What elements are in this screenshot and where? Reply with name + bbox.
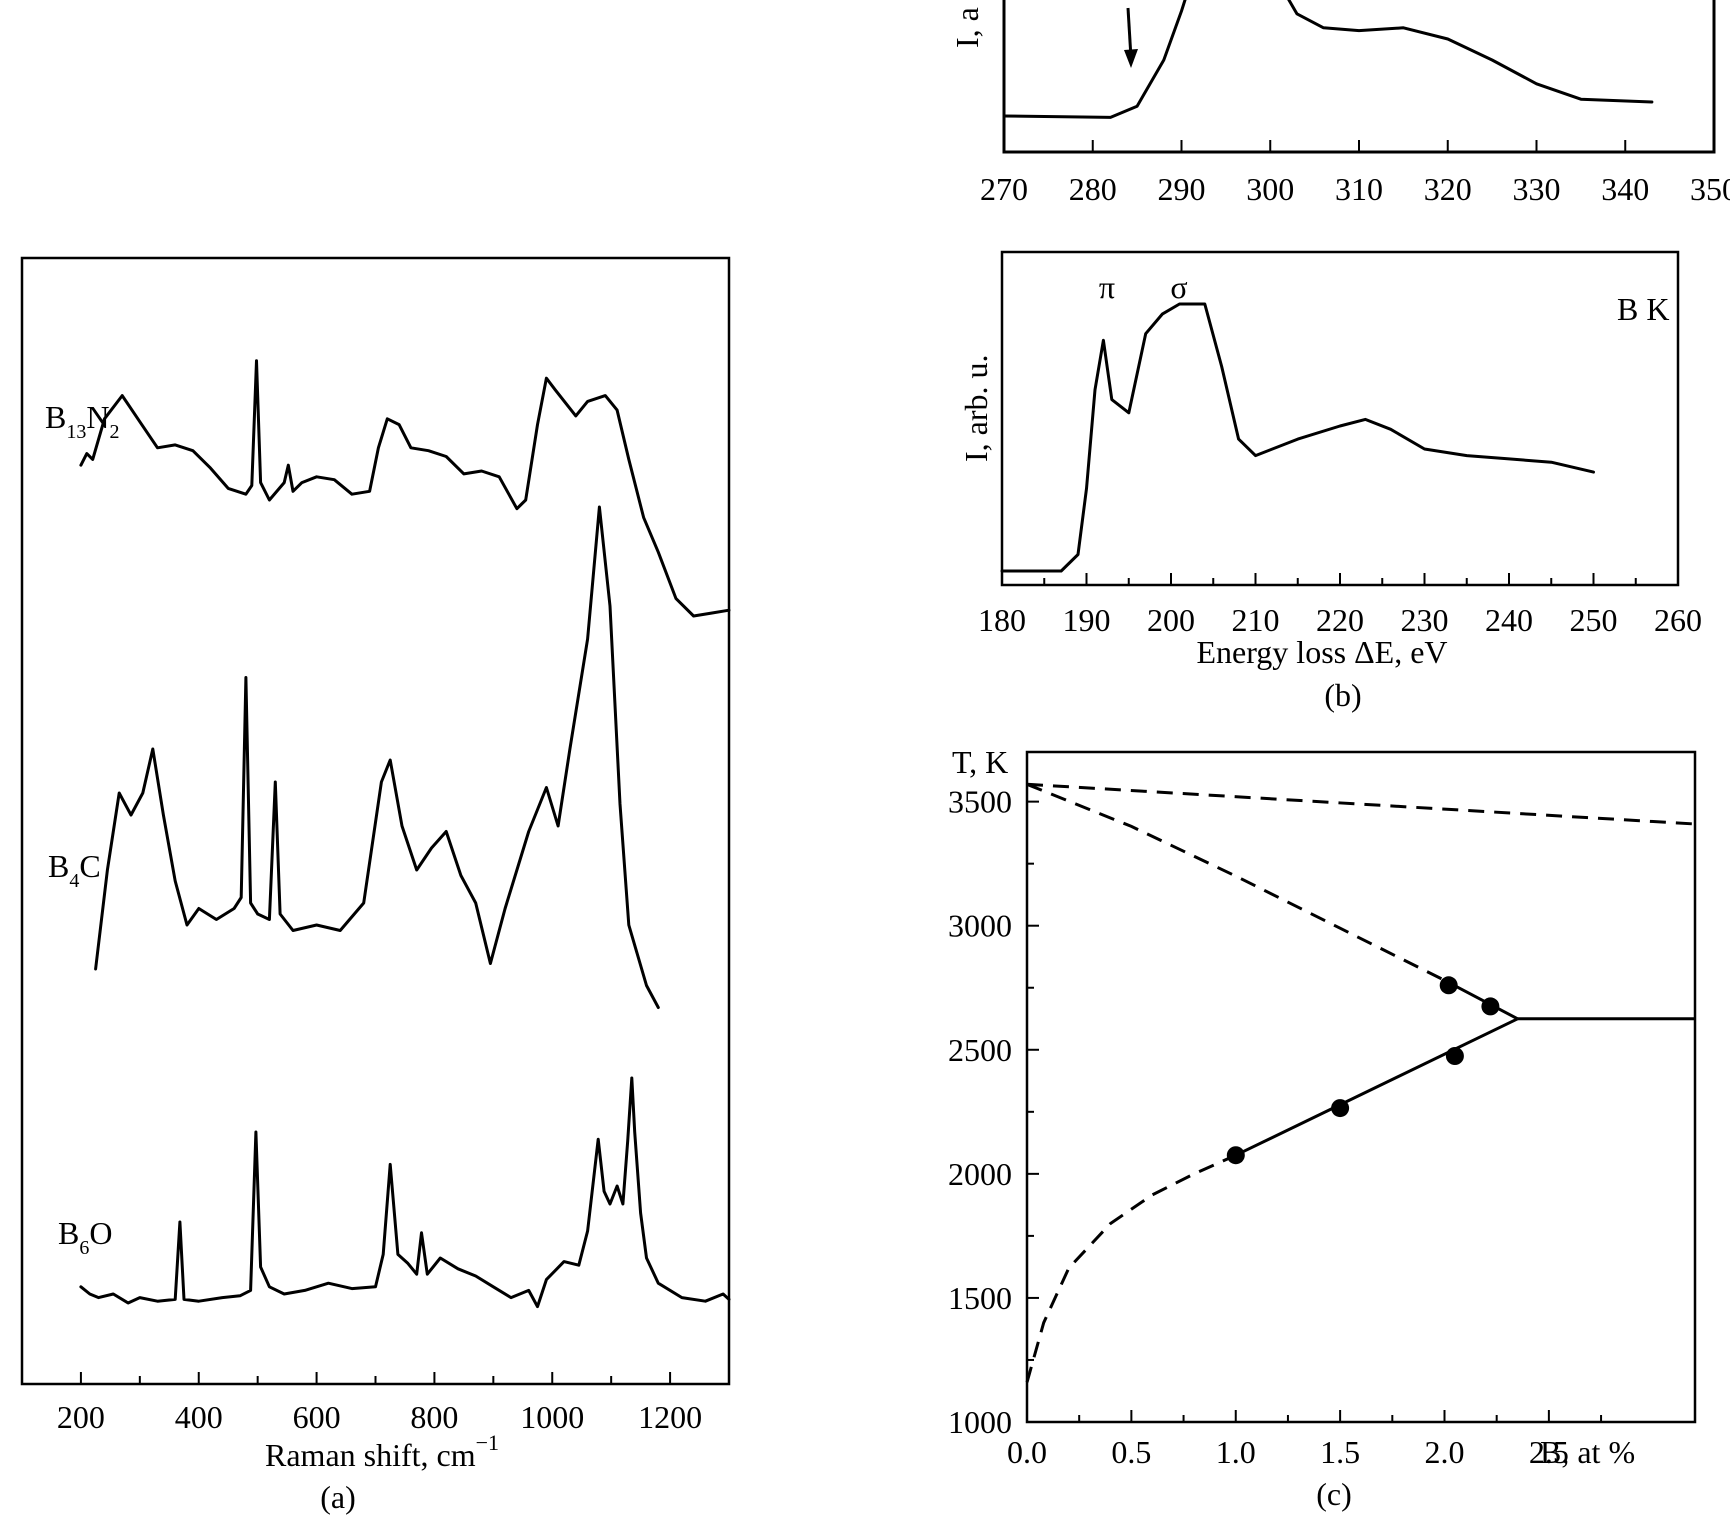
panel-c-y-axis-label: T, K — [952, 744, 1008, 780]
phase-boundary-solid — [1235, 1017, 1519, 1157]
panel-b-top-frame — [1002, 0, 1716, 154]
panel-c-y-ticks: 1000 1500 2000 2500 3000 3500 — [948, 784, 1039, 1440]
panel-b-top-x-ticks: 270 280 290 300 310 320 330 340 350 — [980, 140, 1730, 207]
x-tick-label: 1.5 — [1320, 1434, 1360, 1470]
series-line-b4c — [94, 505, 660, 1009]
phase-boundary-dashed — [1025, 1153, 1237, 1383]
panel-a: 200 400 600 800 1000 1200 B13N2 B4C B6O Raman… — [20, 256, 731, 1515]
x-tick-label: 340 — [1601, 171, 1649, 207]
y-tick-label: 2000 — [948, 1156, 1012, 1192]
x-tick-label: 350 — [1690, 171, 1730, 207]
y-tick-label: 1000 — [948, 1404, 1012, 1440]
panel-b-caption: (b) — [1324, 677, 1361, 713]
x-tick-label: 270 — [980, 171, 1028, 207]
y-tick-label: 3500 — [948, 784, 1012, 820]
spectrum-line — [1002, 0, 1654, 119]
x-tick-label: 190 — [1063, 602, 1111, 638]
panel-a-curves — [79, 359, 731, 1309]
x-tick-label: 1200 — [638, 1399, 702, 1435]
x-tick-label: 250 — [1570, 602, 1618, 638]
x-tick-label: 330 — [1513, 171, 1561, 207]
sigma-annotation: σ — [1170, 269, 1187, 305]
data-point — [1445, 1047, 1464, 1065]
panel-b-x-ticks: 180 190 200 210 220 230 240 250 260 — [978, 573, 1702, 638]
phase-boundary-dashed — [1026, 782, 1446, 982]
series-label-b4c: B4C — [48, 848, 101, 892]
x-tick-label: 280 — [1069, 171, 1117, 207]
panel-a-x-ticks: 200 400 600 800 1000 1200 — [57, 1372, 730, 1435]
x-tick-label: 260 — [1654, 602, 1702, 638]
x-tick-label: 290 — [1158, 171, 1206, 207]
panel-a-x-axis-label: Raman shift, cm−1 — [265, 1430, 499, 1473]
x-tick-label: 310 — [1335, 171, 1383, 207]
panel-b-top-y-axis-label: I, a — [949, 7, 985, 48]
x-tick-label: 1000 — [520, 1399, 584, 1435]
x-tick-label: 180 — [978, 602, 1026, 638]
panel-a-caption: (a) — [320, 1479, 356, 1515]
series-line-b6o — [79, 1076, 731, 1309]
x-tick-label: 320 — [1424, 171, 1472, 207]
panel-c-x-ticks: 0.0 0.5 1.0 1.5 2.0 2.5 — [1007, 1410, 1603, 1470]
panel-b-top-curve — [1002, 0, 1654, 119]
data-point — [1331, 1099, 1350, 1118]
data-point — [1481, 997, 1500, 1016]
panel-c-lines — [1025, 782, 1696, 1383]
panel-c-x-axis-label: B, at % — [1540, 1434, 1635, 1470]
edge-label-bk: B K — [1617, 291, 1669, 327]
x-tick-label: 300 — [1246, 171, 1294, 207]
phase-boundary-dashed — [1026, 782, 1696, 826]
x-tick-label: 600 — [293, 1399, 341, 1435]
x-tick-label: 400 — [175, 1399, 223, 1435]
y-tick-label: 1500 — [948, 1280, 1012, 1316]
panel-c-frame — [1025, 750, 1697, 1424]
x-tick-label: 200 — [1147, 602, 1195, 638]
panel-c-points — [1226, 976, 1500, 1165]
pi-annotation: π — [1099, 269, 1115, 305]
data-point — [1226, 1146, 1245, 1165]
panel-b-top: 270 280 290 300 310 320 330 340 350 I, a — [949, 0, 1730, 207]
panel-b-curve — [1000, 302, 1595, 573]
x-tick-label: 230 — [1401, 602, 1449, 638]
y-tick-label: 2500 — [948, 1032, 1012, 1068]
panel-c-caption: (c) — [1316, 1476, 1352, 1512]
x-tick-label: 800 — [410, 1399, 458, 1435]
series-label-b6o: B6O — [58, 1215, 112, 1259]
panel-b-y-axis-label: I, arb. u. — [958, 354, 994, 462]
x-tick-label: 200 — [57, 1399, 105, 1435]
y-tick-label: 3000 — [948, 908, 1012, 944]
x-tick-label: 240 — [1485, 602, 1533, 638]
spectrum-line — [1000, 302, 1595, 573]
panel-b-x-axis-label: Energy loss ΔE, eV — [1196, 634, 1447, 670]
x-tick-label: 0.5 — [1111, 1434, 1151, 1470]
data-point — [1439, 976, 1458, 995]
x-tick-label: 2.5 — [1529, 1434, 1569, 1470]
x-tick-label: 2.0 — [1425, 1434, 1465, 1470]
panel-b: 180 190 200 210 220 230 240 250 260 π σ B K I, a… — [958, 250, 1702, 713]
x-tick-label: 220 — [1316, 602, 1364, 638]
series-line-b13n2 — [79, 359, 731, 618]
panel-c: 0.0 0.5 1.0 1.5 2.0 2.5 1000 1500 2000 2500 3000 3… — [948, 744, 1697, 1512]
panel-b-top-arrow-head — [1124, 49, 1138, 68]
series-label-b13n2: B13N2 — [45, 399, 119, 443]
x-tick-label: 0.0 — [1007, 1434, 1047, 1470]
x-tick-label: 210 — [1232, 602, 1280, 638]
x-tick-label: 1.0 — [1216, 1434, 1256, 1470]
